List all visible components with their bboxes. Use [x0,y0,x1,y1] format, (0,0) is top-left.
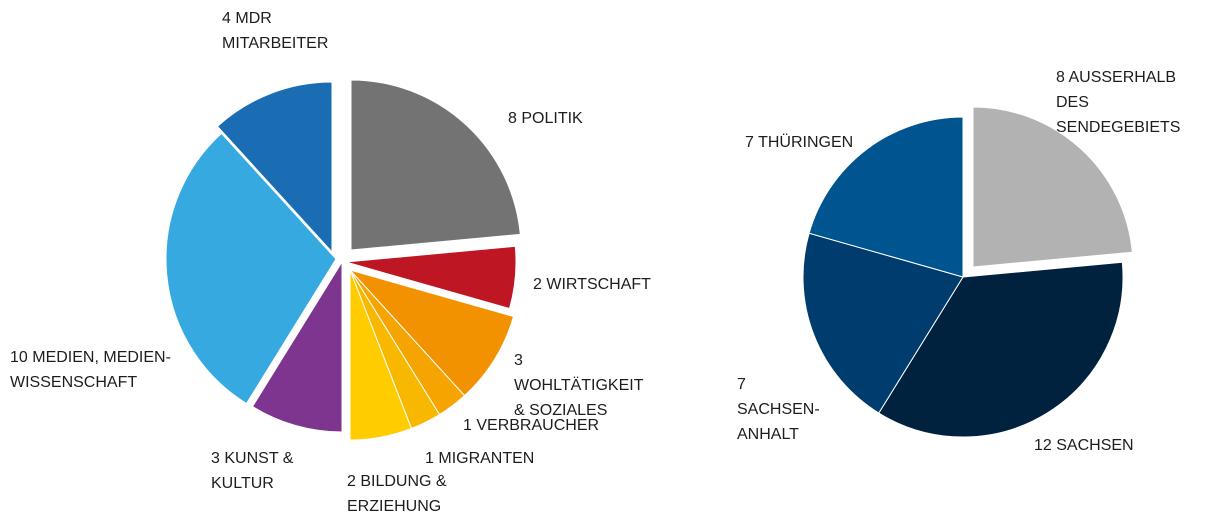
slice-value: 7 [737,376,746,393]
slice-label: 2 BILDUNG & ERZIEHUNG [347,469,452,519]
slice-category: AUSSERHALB DES SENDEGEBIETS [1056,69,1181,136]
slice-label: 2 WIRTSCHAFT [533,272,663,297]
slice-category: WIRTSCHAFT [546,276,651,293]
pie-slice [348,269,515,397]
slice-value: 3 [211,450,220,467]
pie-slice [251,260,343,433]
slice-category: MDR MITARBEITER [222,10,329,52]
slice-label: 1 VERBRAUCHER [463,413,603,438]
slice-label: 8 AUSSERHALB DES SENDEGEBIETS [1056,65,1206,140]
slice-value: 8 [508,110,517,127]
slice-value: 2 [533,276,542,293]
slice-label: 3 WOHLTÄTIGKEIT & SOZIALES [514,348,654,423]
slice-value: 4 [222,10,231,27]
slice-value: 10 [10,349,28,366]
pie-slice [216,81,333,254]
slice-value: 1 [425,450,434,467]
pie-slice [802,232,964,414]
slice-category: THÜRINGEN [758,134,854,151]
slice-label: 4 MDR MITARBEITER [222,6,342,56]
slice-value: 8 [1056,69,1065,86]
slice-label: 7 THÜRINGEN [745,130,865,155]
pie-slice [349,269,413,441]
slice-category: MEDIEN, MEDIEN-WISSENSCHAFT [10,349,171,391]
slice-value: 7 [745,134,754,151]
pie-slice [345,245,517,310]
slice-label: 8 POLITIK [508,106,628,131]
pie-slice [808,116,964,278]
slice-category: WOHLTÄTIGKEIT & SOZIALES [514,377,644,419]
pie-slice [165,132,337,405]
slice-label: 12 SACHSEN [1034,433,1154,458]
pie-slice [878,261,1124,438]
pie-slice [972,106,1133,268]
slice-category: SACHSEN-ANHALT [737,401,820,443]
slice-label: 10 MEDIEN, MEDIEN-WISSENSCHAFT [10,345,175,395]
slice-category: SACHSEN [1056,437,1134,454]
pie-slice [350,79,521,251]
slice-value: 2 [347,473,356,490]
slice-category: MIGRANTEN [438,450,535,467]
slice-category: BILDUNG & ERZIEHUNG [347,473,447,515]
slice-category: VERBRAUCHER [476,417,600,434]
slice-value: 3 [514,352,523,369]
slice-category: POLITIK [521,110,583,127]
slice-label: 7 SACHSEN-ANHALT [737,372,829,447]
slice-label: 3 KUNST & KULTUR [211,446,301,496]
slice-value: 12 [1034,437,1052,454]
slice-label: 1 MIGRANTEN [425,446,545,471]
slice-category: KUNST & KULTUR [211,450,294,492]
slice-value: 1 [463,417,472,434]
